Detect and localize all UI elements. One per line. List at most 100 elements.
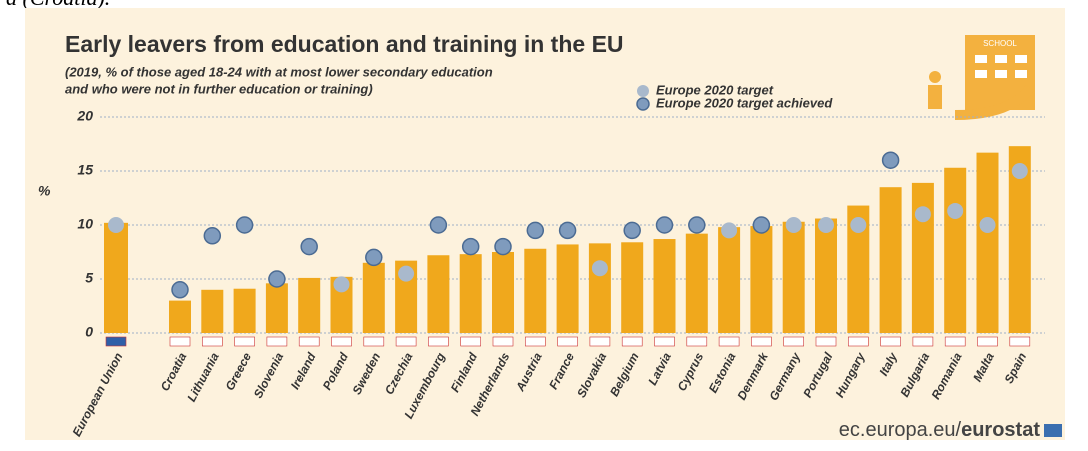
flag (202, 336, 223, 347)
flag (718, 336, 740, 347)
flag (169, 336, 191, 347)
flag (1009, 336, 1031, 347)
bar (1008, 146, 1031, 333)
bar (169, 300, 191, 333)
target-marker (300, 237, 318, 256)
flag (751, 336, 772, 347)
bar (524, 248, 547, 333)
chart-title: Early leavers from education and trainin… (65, 31, 624, 57)
flag (847, 336, 869, 347)
bar (459, 254, 482, 333)
bar (782, 221, 805, 333)
flag (428, 336, 449, 347)
bar (847, 205, 870, 333)
bar (750, 226, 773, 333)
target-marker (721, 222, 738, 239)
source-domain: ec.europa.eu/ (839, 419, 962, 441)
bar (104, 222, 128, 333)
y-tick-label: 0 (85, 324, 93, 340)
legend-marker (637, 85, 649, 97)
bar (201, 289, 224, 333)
bar (427, 255, 450, 333)
target-marker (203, 227, 222, 245)
target-marker (494, 237, 512, 256)
target-marker (785, 217, 802, 233)
target-marker (108, 217, 124, 233)
flag (363, 336, 385, 347)
bar (944, 167, 967, 333)
subtitle: (2019, % of those aged 18-24 with at mos… (65, 64, 493, 79)
target-marker (818, 217, 834, 233)
source: ec.europa.eu/eurostat (839, 419, 1041, 441)
bar (621, 242, 644, 333)
flag (880, 336, 901, 347)
target-marker (655, 216, 674, 234)
bar (588, 243, 611, 333)
flag (395, 336, 417, 347)
cut-text: a (Croatia). (6, 0, 110, 10)
bar (685, 233, 708, 333)
flag (234, 336, 255, 347)
target-marker (979, 217, 996, 233)
flag (460, 336, 482, 347)
target-marker (591, 260, 608, 277)
bar (330, 276, 353, 333)
y-tick-label: 5 (85, 270, 93, 286)
flag (589, 336, 611, 347)
subtitle: and who were not in further education or… (65, 81, 373, 96)
flag (686, 336, 708, 347)
legend-label: Europe 2020 target achieved (656, 95, 833, 110)
flag (557, 336, 578, 347)
bar (718, 227, 741, 333)
flag (524, 336, 546, 347)
bar (265, 283, 288, 333)
bar (362, 262, 385, 333)
bar (879, 187, 902, 333)
y-axis-label: % (38, 183, 51, 199)
target-marker (398, 265, 415, 282)
eu-logo (1044, 424, 1062, 437)
legend-marker (636, 97, 650, 111)
bar (911, 182, 934, 333)
target-marker (235, 216, 254, 234)
target-marker (461, 237, 480, 256)
bar (492, 252, 514, 333)
flag (298, 336, 320, 347)
target-marker (850, 217, 867, 233)
y-tick-label: 15 (77, 162, 93, 178)
target-marker (881, 151, 900, 169)
y-tick-label: 20 (76, 108, 93, 124)
target-marker (526, 221, 545, 240)
target-marker (947, 202, 964, 219)
target-marker (558, 221, 577, 240)
target-marker (268, 270, 286, 288)
flag (266, 336, 288, 347)
icon-label: SCHOOL (983, 39, 1017, 48)
bar (815, 218, 837, 333)
bar (298, 277, 321, 333)
target-marker (623, 221, 641, 240)
flag (815, 336, 837, 347)
flag (621, 336, 643, 347)
target-marker (1011, 163, 1028, 179)
flag (492, 336, 514, 347)
bar (233, 288, 256, 333)
y-tick-label: 10 (77, 216, 93, 232)
target-marker (752, 216, 771, 234)
bar (556, 244, 579, 333)
flag (912, 336, 934, 347)
flag (944, 336, 966, 347)
target-marker (429, 216, 448, 234)
bar (653, 239, 676, 333)
target-marker (688, 216, 706, 234)
target-marker (171, 281, 189, 299)
target-marker (333, 276, 350, 293)
target-marker (365, 248, 383, 267)
legend-label: Europe 2020 target (656, 82, 774, 97)
flag (654, 336, 675, 347)
source-brand: eurostat (961, 419, 1040, 441)
school-icon: SCHOOL (928, 35, 1035, 120)
flag (977, 336, 998, 347)
